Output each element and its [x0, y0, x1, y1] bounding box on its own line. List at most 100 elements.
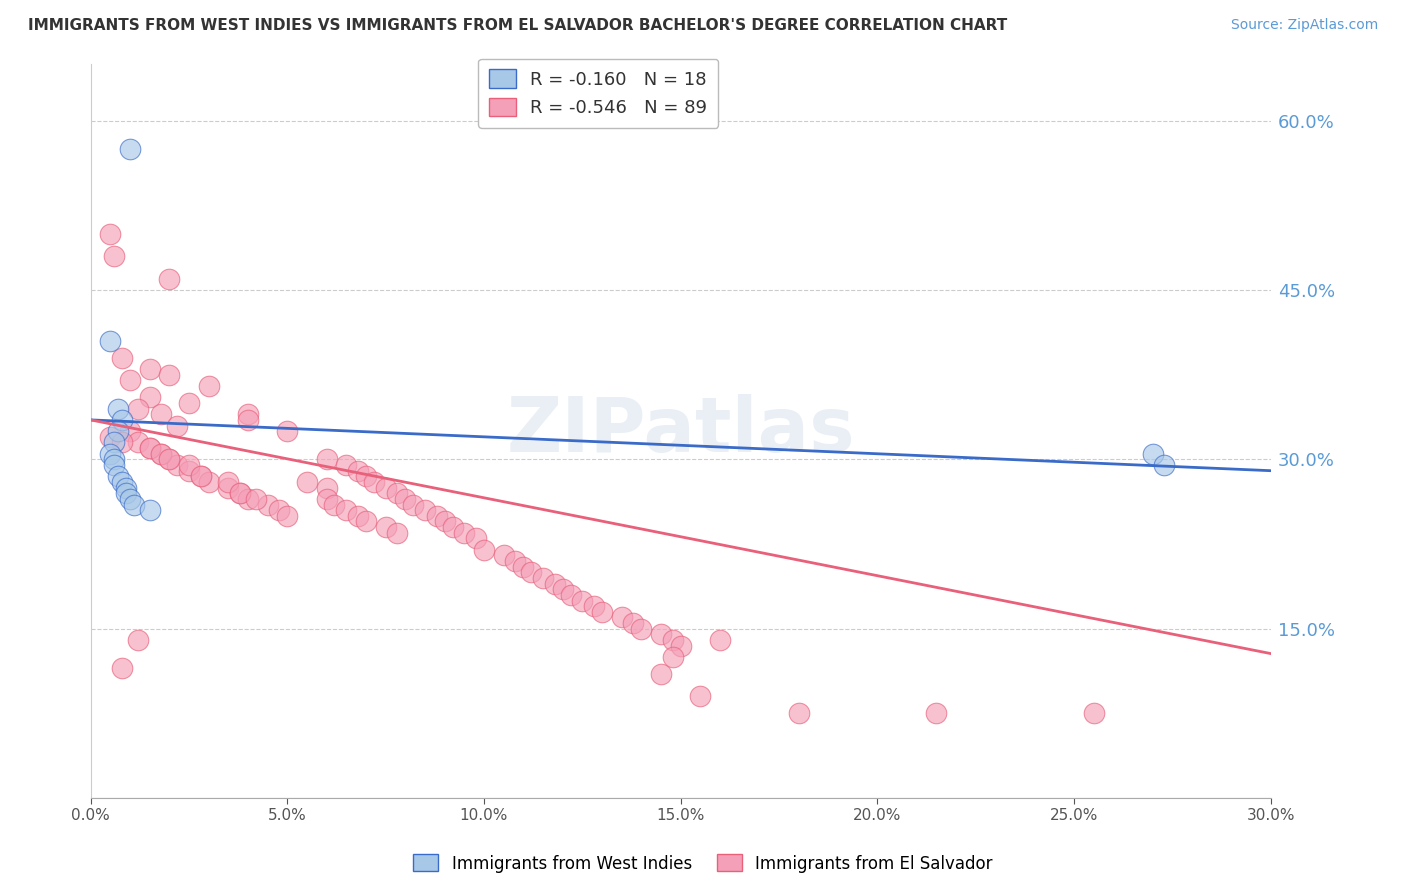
- Point: [433, 515, 456, 529]
- Point: [98, 430, 121, 444]
- Point: [276, 508, 298, 523]
- Point: [669, 639, 692, 653]
- Point: [107, 401, 129, 416]
- Point: [492, 549, 515, 563]
- Point: [591, 605, 613, 619]
- Point: [315, 481, 337, 495]
- Point: [276, 424, 298, 438]
- Point: [217, 475, 239, 489]
- Point: [190, 469, 212, 483]
- Point: [98, 447, 121, 461]
- Point: [387, 486, 409, 500]
- Point: [138, 441, 160, 455]
- Point: [650, 627, 672, 641]
- Point: [354, 515, 377, 529]
- Point: [177, 396, 200, 410]
- Point: [610, 610, 633, 624]
- Point: [111, 661, 134, 675]
- Text: IMMIGRANTS FROM WEST INDIES VS IMMIGRANTS FROM EL SALVADOR BACHELOR'S DEGREE COR: IMMIGRANTS FROM WEST INDIES VS IMMIGRANT…: [28, 18, 1007, 33]
- Point: [98, 227, 121, 241]
- Point: [630, 622, 652, 636]
- Point: [520, 566, 543, 580]
- Point: [111, 435, 134, 450]
- Point: [138, 503, 160, 517]
- Point: [583, 599, 606, 614]
- Point: [236, 407, 259, 421]
- Point: [138, 441, 160, 455]
- Point: [107, 424, 129, 438]
- Point: [150, 447, 173, 461]
- Point: [138, 362, 160, 376]
- Point: [402, 498, 425, 512]
- Point: [122, 498, 145, 512]
- Point: [347, 464, 370, 478]
- Point: [426, 508, 449, 523]
- Point: [441, 520, 464, 534]
- Point: [127, 435, 149, 450]
- Point: [107, 469, 129, 483]
- Point: [662, 633, 685, 648]
- Point: [1083, 706, 1105, 721]
- Point: [335, 503, 357, 517]
- Point: [269, 503, 291, 517]
- Point: [157, 452, 180, 467]
- Point: [217, 481, 239, 495]
- Point: [245, 491, 267, 506]
- Point: [315, 491, 337, 506]
- Point: [127, 633, 149, 648]
- Point: [127, 401, 149, 416]
- Text: Source: ZipAtlas.com: Source: ZipAtlas.com: [1230, 18, 1378, 32]
- Point: [335, 458, 357, 472]
- Point: [531, 571, 554, 585]
- Point: [118, 491, 141, 506]
- Point: [150, 447, 173, 461]
- Point: [453, 525, 475, 540]
- Point: [1142, 447, 1164, 461]
- Point: [925, 706, 948, 721]
- Point: [157, 272, 180, 286]
- Point: [465, 532, 488, 546]
- Point: [103, 458, 125, 472]
- Point: [118, 424, 141, 438]
- Point: [374, 481, 396, 495]
- Point: [544, 576, 567, 591]
- Point: [512, 559, 534, 574]
- Point: [256, 498, 278, 512]
- Point: [138, 390, 160, 404]
- Point: [394, 491, 416, 506]
- Point: [787, 706, 810, 721]
- Point: [623, 616, 645, 631]
- Point: [177, 464, 200, 478]
- Point: [571, 593, 593, 607]
- Point: [177, 458, 200, 472]
- Point: [98, 334, 121, 348]
- Point: [115, 486, 138, 500]
- Point: [354, 469, 377, 483]
- Point: [363, 475, 385, 489]
- Point: [650, 666, 672, 681]
- Legend: Immigrants from West Indies, Immigrants from El Salvador: Immigrants from West Indies, Immigrants …: [406, 847, 1000, 880]
- Point: [111, 475, 134, 489]
- Point: [115, 481, 138, 495]
- Point: [413, 503, 436, 517]
- Text: ZIPatlas: ZIPatlas: [506, 394, 855, 468]
- Point: [103, 435, 125, 450]
- Point: [387, 525, 409, 540]
- Point: [347, 508, 370, 523]
- Point: [295, 475, 318, 489]
- Point: [111, 413, 134, 427]
- Point: [103, 452, 125, 467]
- Point: [689, 690, 711, 704]
- Point: [560, 588, 582, 602]
- Point: [229, 486, 252, 500]
- Point: [197, 475, 219, 489]
- Point: [111, 351, 134, 365]
- Point: [374, 520, 396, 534]
- Point: [709, 633, 731, 648]
- Point: [166, 458, 188, 472]
- Point: [1153, 458, 1175, 472]
- Point: [662, 649, 685, 664]
- Point: [118, 142, 141, 156]
- Point: [103, 249, 125, 263]
- Point: [236, 413, 259, 427]
